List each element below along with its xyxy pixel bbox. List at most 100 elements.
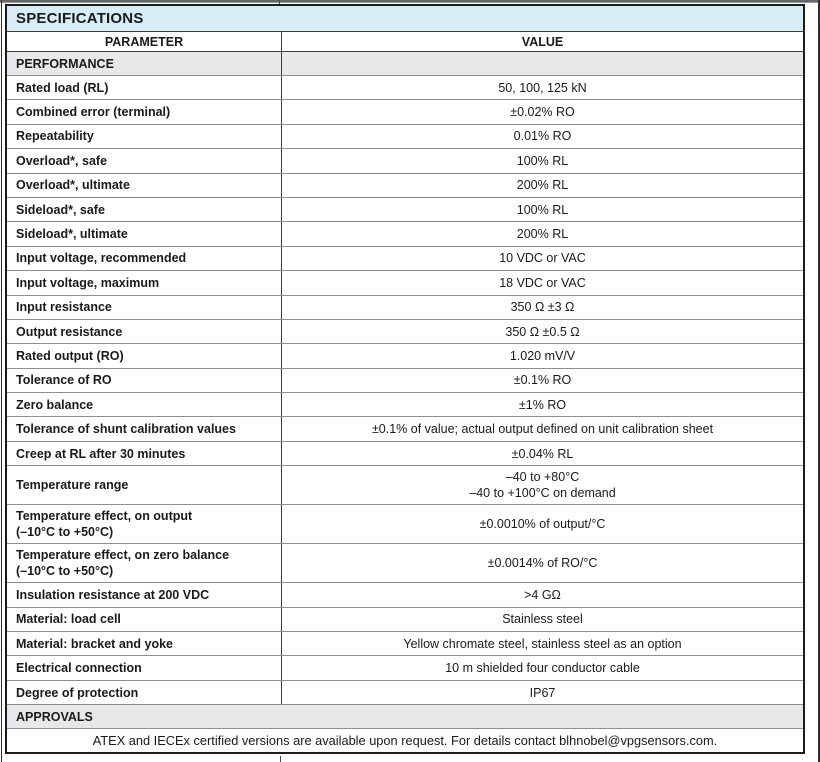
value-text: 100% RL: [516, 202, 569, 217]
parameter-text: Tolerance of RO: [16, 373, 112, 388]
table-row: Sideload*, safe 100% RL: [7, 197, 803, 223]
value-cell: 10 VDC or VAC: [282, 247, 803, 270]
value-cell: 350 Ω ±0.5 Ω: [282, 320, 803, 343]
parameter-cell: Tolerance of shunt calibration values: [7, 417, 282, 441]
value-cell: ±0.0014% of RO/°C: [282, 544, 803, 582]
value-cell: ±0.1% RO: [282, 369, 803, 392]
approvals-note-row: ATEX and IECEx certified versions are av…: [7, 729, 803, 752]
parameter-text: Rated load (RL): [16, 80, 109, 95]
parameter-cell: Material: load cell: [7, 607, 282, 632]
parameter-text: Input voltage, recommended: [16, 251, 187, 266]
table-row: Material: load cell Stainless steel: [7, 607, 803, 633]
table-row: Repeatability 0.01% RO: [7, 124, 803, 150]
table-row: Input resistance 350 Ω ±3 Ω: [7, 295, 803, 320]
value-text: ±1% RO: [518, 397, 567, 412]
value-text: Yellow chromate steel, stainless steel a…: [403, 636, 682, 651]
section-label-text: PERFORMANCE: [16, 56, 114, 71]
value-text: 0.01% RO: [513, 129, 572, 144]
value-cell: ±0.04% RL: [282, 442, 803, 465]
parameter-cell: Input voltage, recommended: [7, 246, 282, 271]
parameter-text: Creep at RL after 30 minutes: [16, 446, 186, 461]
value-cell: 350 Ω ±3 Ω: [282, 296, 803, 319]
parameter-text: Material: load cell: [16, 612, 121, 627]
parameter-cell: Repeatability: [7, 124, 282, 149]
value-cell: 0.01% RO: [282, 125, 803, 148]
value-cell: ±0.02% RO: [282, 100, 803, 123]
page-right-border: [818, 0, 820, 762]
section-label: APPROVALS: [7, 705, 803, 728]
table-title: SPECIFICATIONS: [16, 10, 144, 27]
parameter-text: Rated output (RO): [16, 348, 124, 363]
section-row-approvals: APPROVALS: [7, 705, 803, 730]
value-cell: Yellow chromate steel, stainless steel a…: [282, 632, 803, 655]
table-row: Creep at RL after 30 minutes ±0.04% RL: [7, 441, 803, 467]
value-cell: 18 VDC or VAC: [282, 271, 803, 294]
value-text: ±0.1% RO: [513, 373, 572, 388]
value-text: 350 Ω ±0.5 Ω: [505, 324, 580, 339]
parameter-cell: Overload*, ultimate: [7, 173, 282, 197]
parameter-cell: Temperature effect, on output (–10°C to +…: [7, 505, 282, 544]
parameter-cell: Overload*, safe: [7, 149, 282, 173]
value-text: ±0.04% RL: [511, 446, 574, 461]
value-text: 200% RL: [516, 178, 569, 193]
value-cell: ±1% RO: [282, 393, 803, 416]
parameter-cell: Degree of protection: [7, 680, 282, 705]
parameter-text: (–10°C to +50°C): [16, 564, 114, 579]
parameter-cell: Rated output (RO): [7, 344, 282, 368]
parameter-cell: Sideload*, safe: [7, 197, 282, 222]
value-cell: 100% RL: [282, 149, 803, 172]
parameter-cell: Rated load (RL): [7, 76, 282, 100]
parameter-text: Sideload*, safe: [16, 202, 105, 217]
section-row-performance: PERFORMANCE: [7, 52, 803, 76]
table-header-row: PARAMETER VALUE: [7, 32, 803, 52]
parameter-text: Temperature effect, on output: [16, 509, 193, 524]
parameter-text: Input voltage, maximum: [16, 275, 160, 290]
parameter-cell: Temperature effect, on zero balance (–10°…: [7, 544, 282, 583]
column-header-parameter: PARAMETER: [7, 32, 282, 51]
table-row: Tolerance of RO ±0.1% RO: [7, 368, 803, 394]
parameter-cell: Electrical connection: [7, 656, 282, 680]
parameter-cell: Input voltage, maximum: [7, 271, 282, 295]
value-text: ±0.02% RO: [510, 105, 575, 120]
table-title-row: SPECIFICATIONS: [7, 6, 803, 32]
value-text: 18 VDC or VAC: [499, 275, 586, 290]
value-text: 50, 100, 125 kN: [498, 80, 587, 95]
value-cell: Stainless steel: [282, 608, 803, 631]
table-row: Sideload*, ultimate 200% RL: [7, 222, 803, 247]
parameter-text: Input resistance: [16, 300, 112, 315]
parameter-cell: Material: bracket and yoke: [7, 632, 282, 656]
value-text: 10 VDC or VAC: [499, 251, 586, 266]
value-text: 1.020 mV/V: [509, 348, 576, 363]
value-text: Stainless steel: [502, 612, 583, 627]
column-divider-tick-bottom: [279, 756, 281, 762]
section-value-cell: [282, 52, 803, 75]
parameter-text: Degree of protection: [16, 685, 139, 700]
value-cell: 200% RL: [282, 222, 803, 245]
table-row: Overload*, safe 100% RL: [7, 149, 803, 174]
parameter-text: Insulation resistance at 200 VDC: [16, 587, 210, 602]
spec-table-body: PERFORMANCE Rated load (RL) 50, 100, 125 k…: [7, 52, 803, 752]
parameter-cell: Output resistance: [7, 319, 282, 344]
table-row: Degree of protection IP67: [7, 680, 803, 706]
table-row: Rated load (RL) 50, 100, 125 kN: [7, 76, 803, 101]
parameter-cell: Zero balance: [7, 393, 282, 417]
value-text: 200% RL: [516, 227, 569, 242]
value-text: ±0.0014% of RO/°C: [487, 556, 598, 571]
value-cell: IP67: [282, 681, 803, 704]
table-row: Electrical connection 10 m shielded four …: [7, 656, 803, 681]
parameter-text: Output resistance: [16, 324, 123, 339]
value-cell: ±0.0010% of output/°C: [282, 505, 803, 543]
approvals-note-text: ATEX and IECEx certified versions are av…: [92, 733, 718, 749]
value-text: >4 GΩ: [524, 587, 561, 602]
table-row: Tolerance of shunt calibration values ±0.…: [7, 417, 803, 442]
value-text: ±0.1% of value; actual output defined on…: [371, 422, 714, 437]
parameter-text: Temperature range: [16, 478, 129, 493]
table-row: Insulation resistance at 200 VDC >4 GΩ: [7, 583, 803, 608]
parameter-text: (–10°C to +50°C): [16, 525, 114, 540]
parameter-text: Overload*, ultimate: [16, 178, 130, 193]
parameter-text: Repeatability: [16, 129, 94, 144]
parameter-text: Temperature effect, on zero balance: [16, 548, 230, 563]
value-cell: 200% RL: [282, 174, 803, 197]
page-left-border: [0, 0, 2, 762]
